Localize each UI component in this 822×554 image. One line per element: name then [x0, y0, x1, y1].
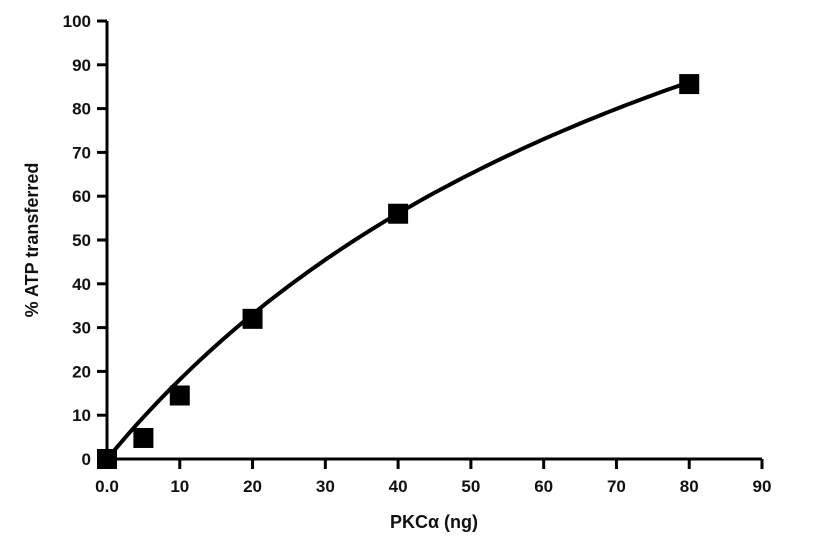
y-tick-label: 100	[63, 12, 91, 31]
x-tick-label: 10	[170, 477, 189, 496]
x-tick-label: 50	[461, 477, 480, 496]
y-tick-label: 0	[82, 450, 91, 469]
data-point	[169, 385, 190, 406]
data-point	[242, 308, 263, 329]
data-point	[679, 74, 700, 95]
data-point	[133, 427, 154, 448]
y-tick-label: 10	[72, 406, 91, 425]
y-axis-label: % ATP transferred	[22, 163, 42, 318]
y-tick-label: 70	[72, 143, 91, 162]
data-points	[97, 74, 700, 469]
x-tick-label: 60	[534, 477, 553, 496]
y-tick-label: 80	[72, 100, 91, 119]
x-tick-label: 0.0	[95, 477, 119, 496]
x-tick-label: 20	[243, 477, 262, 496]
data-point	[388, 203, 409, 224]
y-tick-label: 50	[72, 231, 91, 250]
x-tick-label: 90	[753, 477, 772, 496]
y-tick-label: 20	[72, 362, 91, 381]
y-tick-label: 90	[72, 56, 91, 75]
x-tick-label: 30	[316, 477, 335, 496]
y-tick-label: 60	[72, 187, 91, 206]
x-tick-label: 40	[389, 477, 408, 496]
x-axis-label: PKCα (ng)	[390, 512, 478, 532]
axes: 0.0 10 20 30 40 50 60 70 80 90 0 10 20 30 40 50 60 70 80 90…	[63, 12, 772, 496]
data-point	[97, 449, 117, 469]
y-tick-label: 40	[72, 275, 91, 294]
x-tick-label: 80	[680, 477, 699, 496]
fit-curve	[105, 80, 690, 461]
y-tick-label: 30	[72, 319, 91, 338]
x-tick-label: 70	[607, 477, 626, 496]
